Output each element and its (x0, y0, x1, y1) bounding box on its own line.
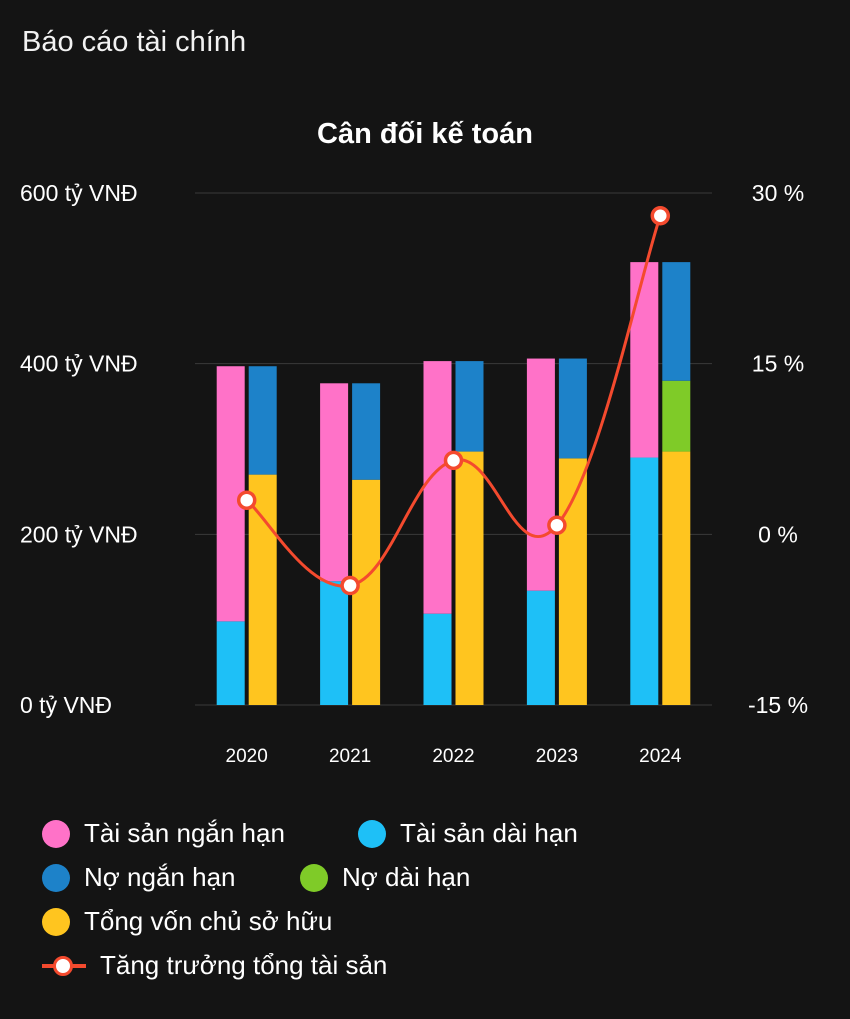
growth-line-series (236, 206, 671, 596)
legend-item[interactable]: Tăng trưởng tổng tài sản (42, 950, 387, 981)
legend-item[interactable]: Tài sản ngắn hạn (42, 818, 285, 849)
legend-marker (42, 907, 70, 936)
y-right-tick: -15 % (748, 692, 808, 718)
legend-label: Tài sản dài hạn (400, 818, 578, 848)
bar-segment (526, 590, 555, 705)
y-left-tick: 0 tỷ VNĐ (20, 692, 112, 718)
y-right-tick: 15 % (752, 351, 804, 377)
bar-segment (248, 366, 277, 475)
y-right-tick: 0 % (758, 521, 798, 547)
growth-point (340, 575, 360, 596)
legend-label: Tăng trưởng tổng tài sản (100, 950, 388, 980)
legend-item[interactable]: Nợ dài hạn (300, 862, 470, 893)
legend-marker (358, 819, 386, 848)
bar-segment (558, 458, 587, 705)
growth-point (236, 490, 257, 510)
legend-label: Tài sản ngắn hạn (84, 818, 285, 848)
legend-label: Tổng vốn chủ sở hữu (84, 906, 333, 936)
bar-segment (216, 621, 245, 705)
y-left-tick: 600 tỷ VNĐ (20, 180, 138, 206)
grid-lines (195, 192, 712, 706)
y-left-tick: 200 tỷ VNĐ (20, 521, 138, 547)
x-tick: 2024 (639, 746, 682, 767)
legend-marker (42, 819, 70, 848)
legend-marker (42, 863, 70, 892)
chart-title: Cân đối kế toán (317, 118, 533, 150)
bar-segment (630, 457, 659, 705)
page-header: Báo cáo tài chính (22, 26, 247, 58)
balance-sheet-chart: 0 tỷ VNĐ 200 tỷ VNĐ 400 tỷ VNĐ 600 tỷ VNĐ -… (20, 180, 808, 767)
legend-item[interactable]: Tài sản dài hạn (358, 818, 578, 849)
bar-series (216, 262, 691, 705)
bar-segment (352, 383, 381, 480)
bar-segment (526, 358, 555, 591)
bar-segment (320, 581, 349, 705)
growth-point (443, 450, 464, 471)
y-left-tick: 400 tỷ VNĐ (20, 351, 138, 377)
bar-segment (320, 383, 349, 582)
legend-label: Nợ ngắn hạn (84, 862, 236, 892)
x-axis-ticks: 2020 2021 2022 2023 2024 (226, 746, 682, 767)
bar-segment (662, 262, 691, 381)
growth-point (650, 206, 671, 226)
bar-segment (455, 451, 484, 705)
x-tick: 2021 (329, 746, 371, 767)
growth-line (245, 215, 662, 588)
x-tick: 2023 (536, 746, 578, 767)
x-tick: 2020 (226, 746, 268, 767)
bar-segment (662, 451, 691, 705)
legend-marker (42, 952, 86, 980)
legend-label: Nợ dài hạn (342, 862, 471, 892)
left-axis-ticks: 0 tỷ VNĐ 200 tỷ VNĐ 400 tỷ VNĐ 600 tỷ VNĐ (20, 180, 138, 718)
legend-item[interactable]: Tổng vốn chủ sở hữu (42, 906, 332, 937)
bar-segment (423, 361, 452, 614)
legend-item[interactable]: Nợ ngắn hạn (42, 862, 236, 893)
bar-segment (455, 361, 484, 452)
legend-marker (300, 863, 328, 892)
bar-segment (662, 380, 691, 452)
growth-point (547, 515, 567, 535)
bar-segment (630, 262, 659, 458)
bar-segment (423, 613, 452, 705)
x-tick: 2022 (432, 746, 474, 767)
right-axis-ticks: -15 % 0 % 15 % 30 % (748, 180, 808, 718)
bar-segment (248, 474, 277, 705)
y-right-tick: 30 % (752, 180, 804, 206)
bar-segment (558, 358, 587, 459)
